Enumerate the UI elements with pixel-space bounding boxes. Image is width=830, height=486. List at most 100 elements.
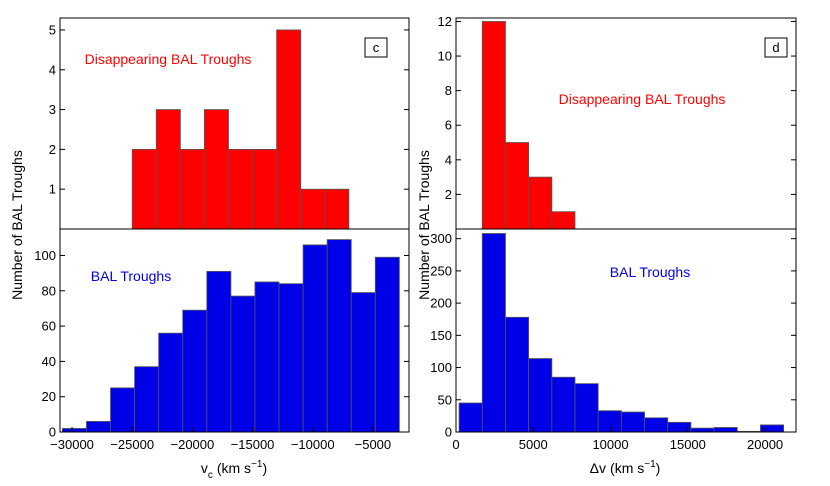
bar-c-top-6 bbox=[276, 29, 302, 230]
bar-d-top-2 bbox=[528, 176, 553, 230]
ytick-label-d-top-2: 6 bbox=[445, 118, 452, 133]
xlabel-right-units: (km s bbox=[610, 460, 644, 476]
ytick-label-d-bottom-0: 0 bbox=[445, 425, 452, 440]
bar-c-bottom-8 bbox=[254, 281, 280, 433]
ytick-label-c-bottom-3: 60 bbox=[42, 319, 56, 334]
panel-label-c: c bbox=[373, 40, 380, 55]
yticks-d-top: 2 4 6 8 10 12 bbox=[438, 14, 796, 202]
xlabel-right-exp: −1 bbox=[644, 459, 656, 470]
bar-c-bottom-3 bbox=[134, 366, 160, 433]
xtick-label-d-bottom-0: 0 bbox=[452, 437, 459, 452]
ytick-label-c-bottom-4: 80 bbox=[42, 283, 56, 298]
ytick-label-d-bottom-6: 300 bbox=[430, 231, 452, 246]
bar-d-bottom-6 bbox=[597, 410, 622, 433]
annotation-d-bottom: BAL Troughs bbox=[610, 264, 690, 280]
xlabel-left: vc (km s−1) bbox=[201, 459, 267, 481]
ytick-label-d-bottom-2: 100 bbox=[430, 360, 452, 375]
ytick-label-c-top-0: 1 bbox=[49, 182, 56, 197]
bar-d-bottom-4 bbox=[551, 376, 576, 433]
xticks-c-bottom: −30000 −25000 −20000 −15000 −10000 −5000 bbox=[50, 427, 391, 452]
xlabel-right-close: ) bbox=[656, 460, 661, 476]
panel-label-d: d bbox=[772, 40, 779, 55]
ytick-label-c-top-4: 5 bbox=[49, 22, 56, 37]
bar-c-top-8 bbox=[324, 188, 350, 230]
ytick-label-c-bottom-1: 20 bbox=[42, 389, 56, 404]
xticks-d-bottom: 0 5000 10000 15000 20000 bbox=[452, 427, 783, 452]
panel-c-bottom: 0 20 40 60 80 100 −30000 −25000 −20000 −15000 −10… bbox=[34, 228, 410, 452]
bar-d-top-3 bbox=[551, 211, 576, 230]
frame-c-bottom bbox=[59, 228, 410, 433]
yticks-c-bottom: 0 20 40 60 80 100 bbox=[34, 248, 409, 440]
panel-label-box-d bbox=[764, 37, 788, 58]
panel-c-top: 1 2 3 4 5 Disappearing BAL Troughs c bbox=[49, 17, 410, 230]
xlabel-left-main: v bbox=[201, 460, 208, 476]
panel-d-top: 2 4 6 8 10 12 Disappearing BAL Troughs d bbox=[438, 14, 797, 230]
ytick-label-d-top-1: 4 bbox=[445, 152, 452, 167]
bar-c-top-7 bbox=[300, 188, 326, 230]
bar-c-bottom-10 bbox=[302, 244, 328, 433]
bar-c-top-3 bbox=[204, 109, 229, 230]
xtick-label-c-bottom-1: −25000 bbox=[110, 437, 154, 452]
xtick-label-c-bottom-2: −20000 bbox=[171, 437, 215, 452]
bar-c-bottom-11 bbox=[326, 239, 352, 433]
bar-d-top-0 bbox=[481, 21, 506, 230]
xlabel-right: Δv (km s−1) bbox=[590, 459, 661, 476]
bar-c-bottom-0 bbox=[62, 428, 87, 433]
xlabel-right-main: Δv bbox=[590, 460, 606, 476]
bar-d-bottom-2 bbox=[505, 316, 530, 433]
bar-c-top-1 bbox=[155, 109, 181, 230]
ytick-label-d-bottom-1: 50 bbox=[438, 392, 452, 407]
bar-d-bottom-10 bbox=[690, 427, 715, 433]
ytick-label-d-top-4: 10 bbox=[438, 49, 452, 64]
xtick-label-c-bottom-5: −5000 bbox=[355, 437, 392, 452]
ytick-label-d-top-3: 8 bbox=[445, 83, 452, 98]
ytick-label-c-top-3: 4 bbox=[49, 62, 56, 77]
xtick-label-c-bottom-4: −10000 bbox=[291, 437, 335, 452]
bar-d-bottom-11 bbox=[713, 427, 738, 433]
bar-c-bottom-9 bbox=[278, 283, 304, 433]
bar-c-top-2 bbox=[179, 148, 205, 230]
bar-c-bottom-4 bbox=[158, 332, 184, 433]
xlabel-left-close: ) bbox=[262, 460, 267, 476]
bar-c-bottom-2 bbox=[110, 387, 136, 433]
ytick-label-d-bottom-3: 150 bbox=[430, 328, 452, 343]
annotation-c-bottom: BAL Troughs bbox=[91, 268, 171, 284]
ylabel-right: Number of BAL Troughs bbox=[416, 150, 432, 300]
bar-c-top-5 bbox=[252, 148, 278, 230]
annotation-c-top: Disappearing BAL Troughs bbox=[85, 51, 252, 67]
bar-c-top-4 bbox=[228, 148, 253, 230]
bars-d-bottom bbox=[458, 233, 785, 433]
bar-c-bottom-1 bbox=[86, 421, 111, 433]
ytick-label-c-bottom-2: 40 bbox=[42, 354, 56, 369]
ytick-label-d-bottom-5: 250 bbox=[430, 263, 452, 278]
bar-c-bottom-7 bbox=[230, 295, 256, 433]
frame-d-bottom bbox=[455, 228, 797, 433]
ytick-label-d-top-0: 2 bbox=[445, 187, 452, 202]
xlabel-left-units: (km s bbox=[217, 460, 251, 476]
bar-d-top-1 bbox=[505, 142, 530, 230]
bars-d-top bbox=[481, 21, 576, 230]
xtick-label-d-bottom-2: 10000 bbox=[592, 437, 628, 452]
ytick-label-c-bottom-5: 100 bbox=[34, 248, 56, 263]
bars-c-bottom bbox=[62, 239, 400, 433]
bar-d-bottom-8 bbox=[644, 417, 669, 433]
bar-c-bottom-12 bbox=[350, 292, 376, 433]
xlabel-left-exp: −1 bbox=[251, 459, 263, 470]
bar-d-bottom-7 bbox=[620, 411, 645, 433]
panel-label-box-c bbox=[364, 37, 388, 58]
bar-c-bottom-5 bbox=[182, 309, 208, 433]
yticks-d-bottom: 0 50 100 150 200 250 300 bbox=[430, 231, 796, 440]
xlabel-left-sub: c bbox=[208, 470, 213, 481]
ytick-label-c-top-2: 3 bbox=[49, 102, 56, 117]
xtick-label-d-bottom-4: 20000 bbox=[747, 437, 783, 452]
bar-d-bottom-1 bbox=[481, 233, 506, 433]
annotation-d-top: Disappearing BAL Troughs bbox=[559, 91, 726, 107]
ylabel-left: Number of BAL Troughs bbox=[9, 150, 25, 300]
ytick-label-c-bottom-0: 0 bbox=[49, 425, 56, 440]
bar-d-bottom-0 bbox=[458, 402, 483, 433]
ytick-label-d-top-5: 12 bbox=[438, 14, 452, 29]
xtick-label-d-bottom-3: 15000 bbox=[670, 437, 706, 452]
yticks-c-top: 1 2 3 4 5 bbox=[49, 22, 409, 197]
